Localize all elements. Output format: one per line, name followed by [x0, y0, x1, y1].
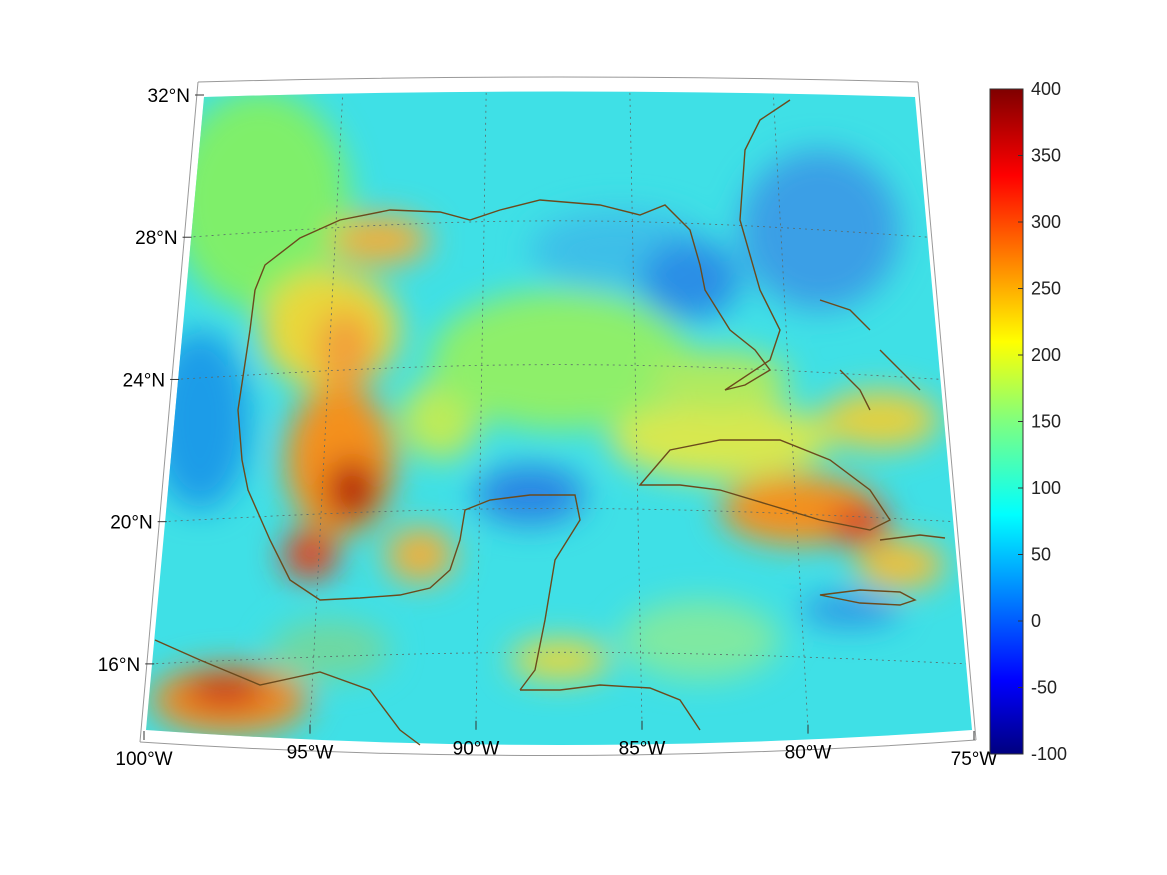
colorbar-tick-label: 150	[1031, 412, 1061, 432]
longitude-label: 80°W	[785, 743, 832, 764]
longitude-label: 100°W	[115, 749, 172, 770]
longitude-label: 95°W	[287, 743, 334, 764]
coastline-cuba	[638, 439, 892, 531]
colorbar-tick-label: 200	[1031, 345, 1061, 365]
colorbar-tick-label: -50	[1031, 678, 1057, 698]
latitude-label: 28°N	[135, 228, 177, 249]
colorbar-tick-label: 50	[1031, 545, 1051, 565]
longitude-label: 90°W	[453, 739, 500, 760]
colorbar-tick-label: 300	[1031, 212, 1061, 232]
coastline-jamaica	[819, 589, 917, 606]
colorbar-tick-label: 100	[1031, 478, 1061, 498]
coastline-bahamas	[819, 299, 921, 411]
longitude-label: 75°W	[951, 749, 998, 770]
coastline-hispaniola	[879, 534, 946, 541]
latitude-label: 20°N	[110, 513, 152, 534]
colorbar: 400 350 300 250 200 150 100 50 0 -50 -100	[989, 79, 1067, 764]
colorbar-tick-label: 350	[1031, 146, 1061, 166]
latitude-label: 24°N	[123, 370, 165, 391]
latitude-label: 16°N	[98, 655, 140, 676]
longitude-labels: 100°W 95°W 90°W 85°W 80°W 75°W	[115, 720, 998, 770]
latitude-labels: 32°N 28°N 24°N 20°N 16°N	[98, 86, 204, 676]
parallel-line	[150, 651, 968, 665]
coastline-gulf-of-mexico	[237, 199, 772, 691]
colorbar-tick-label: 400	[1031, 79, 1061, 99]
colorbar-gradient	[989, 88, 1024, 755]
parallel-line	[162, 508, 955, 523]
colorbar-tick-label: 250	[1031, 279, 1061, 299]
parallel-line	[187, 220, 929, 238]
coastline-florida-atlantic	[724, 99, 791, 391]
data-field	[146, 91, 972, 745]
colorbar-tick-label: 0	[1031, 611, 1041, 631]
latitude-label: 32°N	[148, 86, 190, 107]
coastlines	[154, 99, 946, 746]
colorbar-ticks: 400 350 300 250 200 150 100 50 0 -50 -100	[1018, 79, 1067, 764]
map-frame	[139, 76, 977, 757]
longitude-label: 85°W	[619, 739, 666, 760]
colorbar-tick-label: -100	[1031, 744, 1067, 764]
coastline-central-america	[154, 639, 701, 746]
